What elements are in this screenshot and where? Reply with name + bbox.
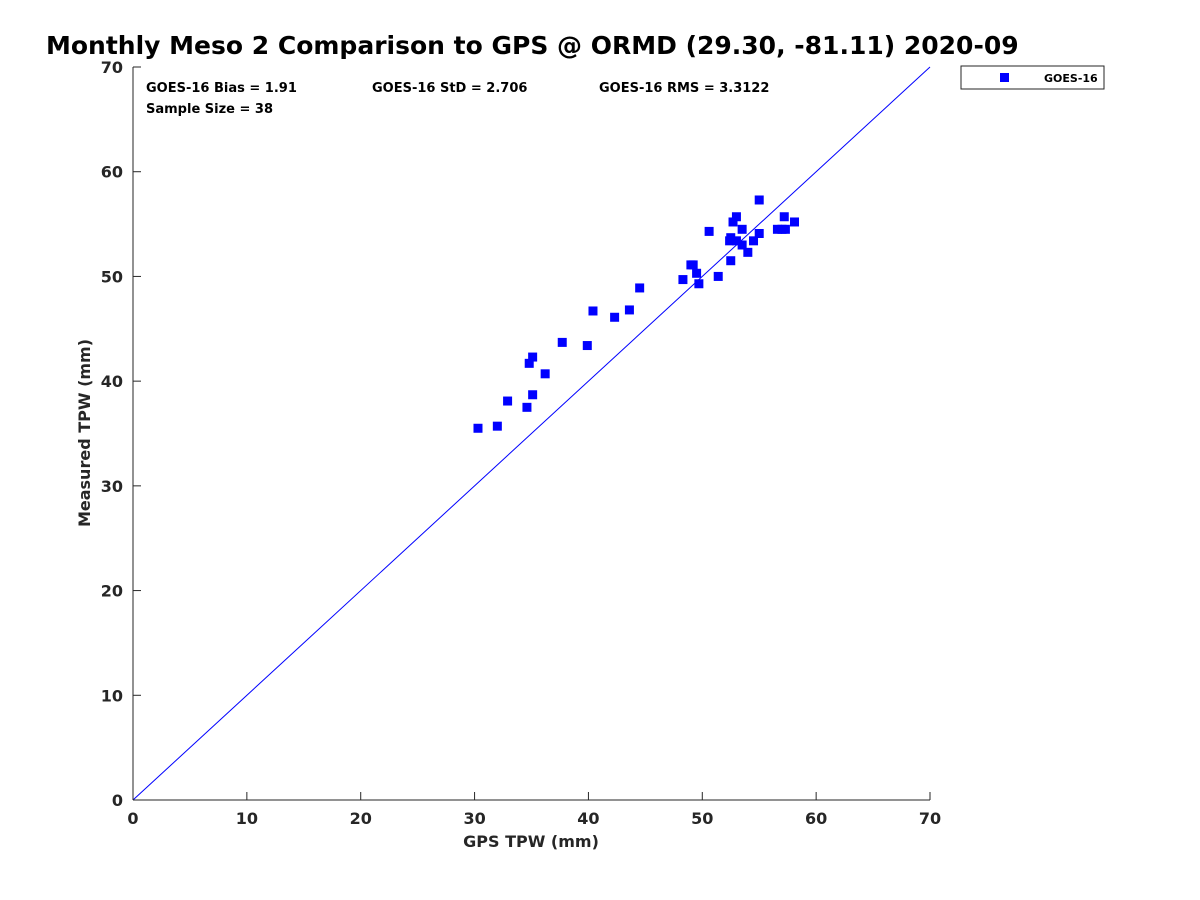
y-tick-label: 20 (101, 582, 123, 601)
data-point (473, 423, 483, 433)
data-point (713, 271, 723, 281)
data-point (692, 268, 702, 278)
data-point (540, 369, 550, 379)
data-point (726, 233, 736, 243)
data-point (754, 195, 764, 205)
legend: GOES-16 (960, 65, 1105, 90)
data-point (790, 217, 800, 227)
y-tick-label: 0 (112, 791, 123, 810)
plot-area: 0 10 20 30 40 50 60 70 0 10 20 30 40 50 60 70 GOES-16 … (101, 58, 941, 828)
y-tick-label: 60 (101, 163, 123, 182)
y-tick-label: 50 (101, 267, 123, 286)
x-tick-label: 40 (577, 809, 599, 828)
x-tick-label: 50 (691, 809, 713, 828)
data-point (728, 217, 738, 227)
y-tick-label: 30 (101, 477, 123, 496)
data-point (779, 212, 789, 222)
data-point (772, 224, 782, 234)
data-point (731, 212, 741, 222)
stat-sample-size: Sample Size = 38 (146, 102, 273, 117)
y-tick-label: 70 (101, 58, 123, 77)
x-tick-label: 60 (805, 809, 827, 828)
data-point (524, 358, 534, 368)
data-point (582, 341, 592, 351)
x-tick-label: 0 (127, 809, 138, 828)
data-point (522, 402, 532, 412)
data-point (737, 240, 747, 250)
legend-marker-goes-16 (1000, 73, 1009, 82)
data-point (726, 256, 736, 266)
data-point (503, 396, 513, 406)
data-point (588, 306, 598, 316)
data-point (528, 390, 538, 400)
y-ticks-group: 0 10 20 30 40 50 60 70 (101, 58, 141, 810)
x-ticks-group: 0 10 20 30 40 50 60 70 (127, 792, 941, 828)
y-tick-label: 40 (101, 372, 123, 391)
data-point (557, 337, 567, 347)
data-point (694, 279, 704, 289)
data-point (635, 283, 645, 293)
data-point (704, 226, 714, 236)
stat-bias: GOES-16 Bias = 1.91 (146, 81, 297, 96)
x-tick-label: 30 (463, 809, 485, 828)
y-axis-label: Measured TPW (mm) (75, 339, 94, 527)
reference-line-group (132, 66, 931, 801)
data-point (678, 275, 688, 285)
x-tick-label: 70 (919, 809, 941, 828)
data-point (731, 236, 741, 246)
legend-label-goes-16: GOES-16 (1044, 72, 1098, 85)
stat-std: GOES-16 StD = 2.706 (372, 81, 527, 96)
data-point (610, 312, 620, 322)
legend-box (960, 65, 1105, 90)
data-point (688, 260, 698, 270)
data-point (528, 352, 538, 362)
data-point (743, 247, 753, 257)
points-group (473, 195, 800, 433)
data-point (780, 224, 790, 234)
y-tick-label: 10 (101, 686, 123, 705)
data-point (749, 236, 759, 246)
x-tick-label: 10 (236, 809, 258, 828)
data-point (754, 228, 764, 238)
x-tick-label: 20 (350, 809, 372, 828)
stat-rms: GOES-16 RMS = 3.3122 (599, 81, 769, 96)
data-point (737, 224, 747, 234)
reference-line-1to1 (132, 66, 931, 801)
data-point (492, 421, 502, 431)
x-axis-label: GPS TPW (mm) (463, 832, 599, 851)
data-point (624, 305, 634, 315)
chart-title: Monthly Meso 2 Comparison to GPS @ ORMD … (46, 31, 1019, 60)
